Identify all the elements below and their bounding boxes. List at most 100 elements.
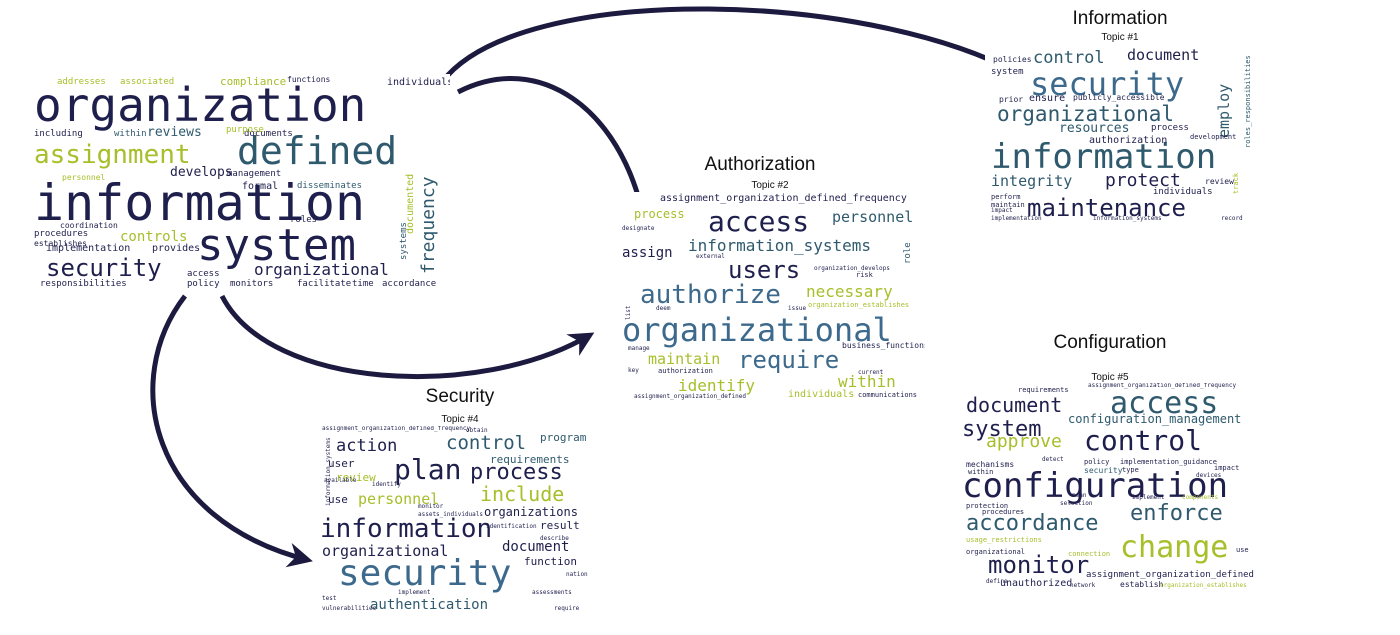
cloud-word: policies <box>993 55 1032 64</box>
cloud-word: formal <box>242 181 279 192</box>
cloud-word: use <box>1236 546 1249 554</box>
cloud-word: vulnerabilities <box>322 605 377 612</box>
cloud-word: personnel <box>832 208 914 226</box>
cloud-word: identification <box>486 523 537 530</box>
cloud-word: external <box>696 253 725 260</box>
cloud-word: nation <box>566 571 588 578</box>
cloud-word: accordance <box>966 511 1099 536</box>
cloud-word: require <box>738 346 840 374</box>
cloud-word: organizations <box>484 505 578 519</box>
cloud-word: documents <box>244 129 293 139</box>
cloud-word: mechanisms <box>966 460 1015 469</box>
cloud-word: individuals <box>387 77 450 88</box>
cloud-word: review <box>1205 177 1234 186</box>
cloud-word: implement <box>1132 494 1165 501</box>
cloud-word: describe <box>540 535 569 542</box>
cloud-word: role <box>903 242 913 264</box>
cloud-word: organizational <box>997 102 1175 126</box>
cloud-word: authorization <box>658 367 713 375</box>
cloud-word: publicly_accessible <box>1073 93 1165 102</box>
cloud-word: organization <box>34 78 367 132</box>
cloud-word: prior <box>999 95 1024 104</box>
cloud-word: ensure <box>1029 93 1066 104</box>
cloud-word: necessary <box>806 282 893 301</box>
cloud-word: defined <box>237 129 398 173</box>
wordcloud-configuration: access document system configuration_man… <box>960 383 1260 593</box>
cloud-word: users <box>728 256 801 284</box>
cloud-word: within <box>838 372 896 391</box>
cloud-word: protect <box>1105 170 1181 191</box>
cloud-word: control <box>1033 48 1105 68</box>
cloud-word: configuration_management <box>1068 412 1242 426</box>
cloud-word: function <box>524 555 577 568</box>
cloud-word: accordance <box>382 279 437 289</box>
cloud-word: maintain <box>991 201 1025 209</box>
cloud-word: procedures <box>34 229 89 239</box>
cloud-word: system <box>991 67 1024 77</box>
cloud-word: impact <box>991 207 1013 214</box>
cloud-word: program <box>540 431 587 444</box>
cloud-word: impact <box>1214 464 1240 472</box>
cloud-word: track <box>1232 172 1240 194</box>
cloud-word: connection <box>1068 550 1111 558</box>
cloud-word: assignment <box>34 140 191 170</box>
topic-title-security: Security <box>425 386 495 407</box>
cloud-word: assignment_organization_defined <box>634 393 746 400</box>
cloud-word: obtain <box>466 427 488 434</box>
cloud-word: change <box>1120 530 1229 565</box>
wordcloud-authorization: assignment_organization_defined_frequenc… <box>620 192 925 404</box>
cloud-word: monitor <box>988 551 1090 579</box>
cloud-word: compliance <box>220 75 287 88</box>
cloud-word: requirements <box>1018 386 1069 394</box>
cloud-word: identify <box>372 481 401 488</box>
cloud-word: include <box>480 482 565 506</box>
cloud-word: document <box>966 393 1063 417</box>
cloud-word: access <box>708 205 810 238</box>
cloud-word: communications <box>858 391 918 399</box>
topic-subtitle-authorization: Topic #2 <box>751 180 789 191</box>
cloud-word: procedures <box>982 508 1025 516</box>
arrow-to-information <box>440 6 1035 84</box>
cloud-word: require <box>554 605 580 612</box>
cloud-word: key <box>628 367 639 374</box>
cloud-word: use <box>328 493 348 506</box>
cloud-word: manage <box>628 345 650 352</box>
arrow-to-security <box>150 294 313 568</box>
cloud-word: responsibilities <box>40 279 127 289</box>
cloud-word: systems <box>399 222 409 260</box>
cloud-word: security <box>1030 65 1185 103</box>
cloud-word: designate <box>622 225 655 232</box>
cloud-word: action <box>336 436 398 456</box>
cloud-word: organizational <box>622 311 892 349</box>
topic-subtitle-configuration: Topic #5 <box>1091 372 1129 383</box>
cloud-word: usage_restrictions <box>966 536 1042 544</box>
cloud-word: approve <box>986 431 1062 452</box>
cloud-word: devices <box>1196 472 1222 479</box>
cloud-word: current <box>858 369 884 376</box>
cloud-word: list <box>625 305 632 320</box>
cloud-word: monitor <box>418 503 444 510</box>
cloud-word: facilitate <box>297 279 352 289</box>
cloud-word: unauthorized <box>1000 578 1073 589</box>
cloud-word: document <box>1127 46 1200 64</box>
cloud-word: type <box>1122 466 1139 474</box>
cloud-word: information <box>34 174 366 232</box>
cloud-word: security <box>1084 466 1123 475</box>
cloud-word: perform <box>991 193 1021 201</box>
cloud-word: establish <box>1120 580 1164 589</box>
cloud-word: functions <box>287 75 331 84</box>
wordcloud-information: security information organizational main… <box>985 44 1257 230</box>
cloud-word: disseminates <box>297 181 363 191</box>
cloud-word: maintenance <box>1027 194 1186 222</box>
cloud-word: roles_responsibilities <box>1244 55 1252 148</box>
arrow-to-authorization <box>456 75 651 220</box>
topic-title-information: Information <box>1072 8 1168 29</box>
cloud-word: employ <box>1215 83 1233 138</box>
cloud-word: authorization <box>1089 135 1168 146</box>
cloud-word: information_systems <box>688 236 872 255</box>
cloud-word: user <box>328 457 355 470</box>
cloud-word: organization_develops <box>814 265 890 272</box>
cloud-word: associated <box>120 77 175 87</box>
cloud-word: record <box>1221 215 1243 222</box>
